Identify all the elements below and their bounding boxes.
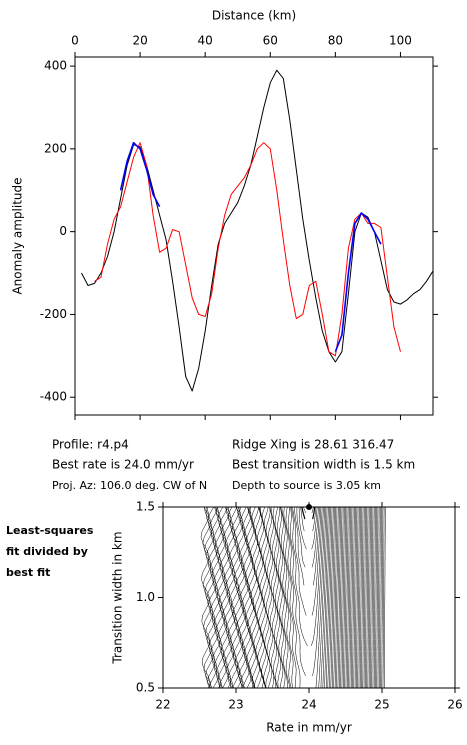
annotation: Profile: r4.p4 [52,438,129,452]
annotation: best fit [6,566,50,579]
x-tick-label: 80 [328,34,343,48]
contour-line [280,506,330,689]
annotation: Best transition width is 1.5 km [232,458,415,472]
annotation: Depth to source is 3.05 km [232,479,381,492]
contour-line [272,506,335,689]
y-axis-label: Transition width in km [111,531,125,664]
x-axis-label: Distance (km) [212,9,296,23]
contour-line [287,506,325,689]
contour-line [292,506,322,616]
annotation: Ridge Xing is 28.61 316.47 [232,438,394,452]
contour-line [214,506,376,689]
contour-line [247,506,353,689]
contour-line [249,506,351,689]
best-fit-point [306,504,312,510]
x-tick-label: 26 [447,698,462,712]
contour-line [303,506,314,514]
contour-line [240,506,358,689]
contour-line [296,506,319,568]
contour-line [244,506,355,689]
contour-line [298,506,318,550]
contour-line [294,506,320,586]
contour-line [281,506,329,689]
y-tick-label: -200 [40,307,67,321]
contour-line [261,506,343,689]
contour-line [278,506,332,689]
annotation: Best rate is 24.0 mm/yr [52,458,194,472]
x-tick-label: 24 [301,698,316,712]
x-tick-label: 40 [198,34,213,48]
x-tick-label: 22 [155,698,170,712]
contour-line [224,506,369,689]
y-tick-label: -400 [40,390,67,404]
contour-line [215,506,375,689]
contour-line [200,506,386,689]
x-tick-label: 20 [132,34,147,48]
contour-line [301,506,316,520]
contour-line [242,506,356,689]
y-axis-label: Anomaly amplitude [11,177,25,294]
x-tick-label: 23 [228,698,243,712]
contour-line [283,506,328,689]
contour-line [203,506,384,689]
contour-line [290,506,324,676]
x-axis-label: Rate in mm/yr [266,721,352,735]
y-tick-label: 1.0 [136,590,155,604]
x-tick-label: 0 [71,34,79,48]
x-tick-label: 100 [389,34,412,48]
y-tick-label: 200 [44,141,67,155]
data-line [94,142,401,357]
plot-frame [74,56,434,416]
contour-line [226,506,368,689]
contour-line [236,506,360,689]
annotation: Least-squares [6,524,94,537]
contour-line [253,506,349,689]
contour-line [211,506,379,689]
contour-line [207,506,381,689]
contour-line [202,506,385,689]
x-tick-label: 25 [374,698,389,712]
x-tick-label: 60 [263,34,278,48]
contour-line [300,506,317,532]
contour-line [285,506,327,689]
data-line [119,141,382,352]
annotation: fit divided by [6,545,88,558]
y-tick-label: 400 [44,59,67,73]
data-line [81,69,434,392]
contour-line [205,506,382,689]
contour-line [235,506,361,689]
y-tick-label: 0.5 [136,681,155,695]
y-tick-label: 1.5 [136,500,155,514]
contour-line [251,506,350,689]
contour-line [209,506,380,689]
contour-line [263,506,341,689]
contour-line [291,506,323,646]
contour-lines [200,506,386,689]
annotation: Proj. Az: 106.0 deg. CW of N [52,479,207,492]
contour-line [267,506,339,689]
contour-line [223,506,370,689]
contour-line [229,506,365,689]
y-tick-label: 0 [59,224,67,238]
